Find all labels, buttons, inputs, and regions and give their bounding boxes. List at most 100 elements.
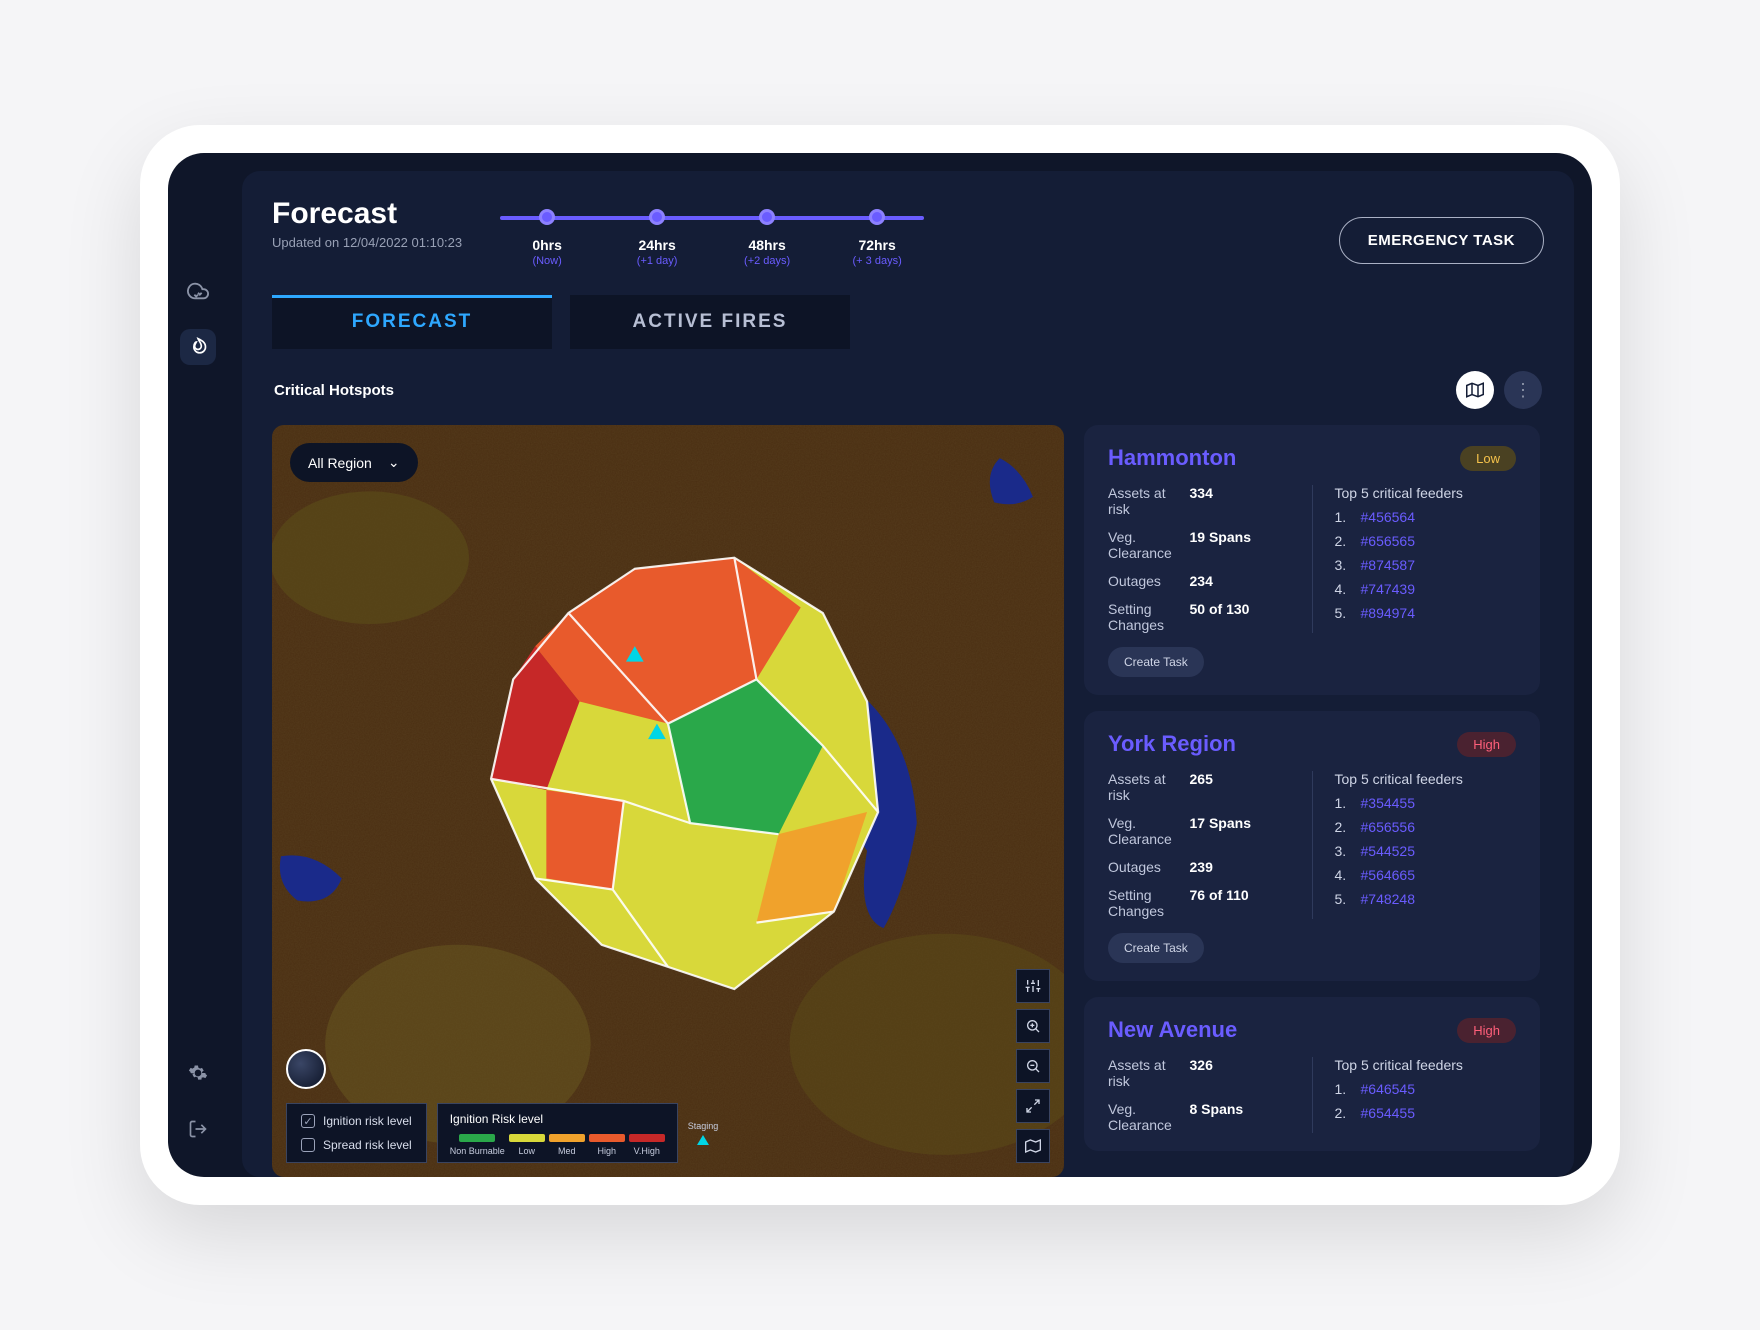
nav-settings[interactable] [180, 1055, 216, 1091]
staging-legend: Staging [688, 1121, 719, 1145]
stat-label: Assets at risk [1108, 485, 1190, 517]
timeline-step-0[interactable]: 0hrs (Now) [492, 209, 602, 267]
feeder-item: #354455 [1335, 795, 1517, 811]
stat-value: 19 Spans [1190, 529, 1290, 561]
map-layers-icon [1025, 1138, 1041, 1154]
updated-text: Updated on 12/04/2022 01:10:23 [272, 235, 462, 250]
feeder-link[interactable]: #747439 [1361, 581, 1416, 597]
nav-rail [168, 153, 228, 1177]
region-card: Hammonton Low Assets at risk 334 Veg. Cl… [1084, 425, 1540, 695]
feeder-item: #544525 [1335, 843, 1517, 859]
map-sliders-button[interactable] [1016, 969, 1050, 1003]
stats-column: Assets at risk 326 Veg. Clearance 8 Span… [1108, 1057, 1290, 1133]
ignition-risk-toggle[interactable]: Ignition risk level [301, 1114, 412, 1128]
stat-row: Outages 234 [1108, 573, 1290, 589]
chevron-down-icon: ⌄ [388, 454, 400, 471]
tab-forecast[interactable]: FORECAST [272, 295, 552, 349]
feeder-link[interactable]: #354455 [1361, 795, 1416, 811]
region-cards[interactable]: Hammonton Low Assets at risk 334 Veg. Cl… [1084, 425, 1544, 1177]
create-task-button[interactable]: Create Task [1108, 933, 1204, 963]
spread-risk-toggle[interactable]: Spread risk level [301, 1138, 412, 1152]
feeder-link[interactable]: #456564 [1361, 509, 1416, 525]
divider [1312, 485, 1313, 633]
stat-label: Outages [1108, 573, 1190, 589]
feeders-title: Top 5 critical feeders [1335, 1057, 1517, 1073]
feeder-item: #456564 [1335, 509, 1517, 525]
zoom-in-icon [1025, 1018, 1041, 1034]
flame-icon [188, 337, 208, 357]
feeder-link[interactable]: #656556 [1361, 819, 1416, 835]
risk-scale-legend: Ignition Risk level Non BurnableLowMedHi… [437, 1103, 678, 1163]
region-card: York Region High Assets at risk 265 Veg.… [1084, 711, 1540, 981]
feeder-link[interactable]: #656565 [1361, 533, 1416, 549]
feeder-link[interactable]: #748248 [1361, 891, 1416, 907]
checkbox-on-icon [301, 1114, 315, 1128]
risk-badge: High [1457, 732, 1516, 757]
map-expand-button[interactable] [1016, 1089, 1050, 1123]
map-layers-button[interactable] [1016, 1129, 1050, 1163]
risk-badge: Low [1460, 446, 1516, 471]
nav-logout[interactable] [180, 1111, 216, 1147]
region-name: New Avenue [1108, 1017, 1237, 1043]
feeder-item: #656565 [1335, 533, 1517, 549]
app-shell: Forecast Updated on 12/04/2022 01:10:23 … [228, 153, 1592, 1177]
emergency-task-button[interactable]: EMERGENCY TASK [1339, 217, 1544, 264]
feeder-item: #747439 [1335, 581, 1517, 597]
timeline-step-1[interactable]: 24hrs (+1 day) [602, 209, 712, 267]
feeders-title: Top 5 critical feeders [1335, 485, 1517, 501]
cloud-icon [187, 280, 209, 302]
device-frame: Forecast Updated on 12/04/2022 01:10:23 … [140, 125, 1620, 1205]
map-zoom-in-button[interactable] [1016, 1009, 1050, 1043]
forecast-timeline: 0hrs (Now) 24hrs (+1 day) 48hrs (+2 days… [492, 209, 932, 267]
feeder-link[interactable]: #654455 [1361, 1105, 1416, 1121]
nav-cloud[interactable] [180, 273, 216, 309]
stat-label: Setting Changes [1108, 887, 1190, 919]
stat-value: 239 [1190, 859, 1290, 875]
region-select[interactable]: All Region ⌄ [290, 443, 418, 482]
globe-button[interactable] [286, 1049, 326, 1089]
content-row: All Region ⌄ Ignition risk level [272, 425, 1544, 1177]
region-name: York Region [1108, 731, 1236, 757]
feeders-column: Top 5 critical feeders #646545 #654455 [1335, 1057, 1517, 1133]
risk-toggle-panel: Ignition risk level Spread risk level [286, 1103, 427, 1163]
feeder-link[interactable]: #564665 [1361, 867, 1416, 883]
logout-icon [188, 1119, 208, 1139]
feeder-link[interactable]: #646545 [1361, 1081, 1416, 1097]
stat-row: Setting Changes 76 of 110 [1108, 887, 1290, 919]
stat-value: 17 Spans [1190, 815, 1290, 847]
create-task-button[interactable]: Create Task [1108, 647, 1204, 677]
stat-row: Assets at risk 326 [1108, 1057, 1290, 1089]
stat-label: Veg. Clearance [1108, 815, 1190, 847]
legend-container: Ignition risk level Spread risk level Ig… [286, 1103, 718, 1163]
stats-column: Assets at risk 334 Veg. Clearance 19 Spa… [1108, 485, 1290, 633]
stat-label: Setting Changes [1108, 601, 1190, 633]
timeline-step-2[interactable]: 48hrs (+2 days) [712, 209, 822, 267]
feeder-link[interactable]: #544525 [1361, 843, 1416, 859]
map-toggle-button[interactable] [1456, 371, 1494, 409]
stat-label: Assets at risk [1108, 1057, 1190, 1089]
timeline-step-3[interactable]: 72hrs (+ 3 days) [822, 209, 932, 267]
header-row: Forecast Updated on 12/04/2022 01:10:23 … [272, 197, 1544, 267]
map-icon [1466, 381, 1484, 399]
main-panel: Forecast Updated on 12/04/2022 01:10:23 … [242, 171, 1574, 1177]
tabs: FORECAST ACTIVE FIRES [272, 295, 1544, 349]
gear-icon [188, 1063, 208, 1083]
feeder-link[interactable]: #874587 [1361, 557, 1416, 573]
feeder-item: #654455 [1335, 1105, 1517, 1121]
triangle-icon [697, 1135, 709, 1145]
feeder-link[interactable]: #894974 [1361, 605, 1416, 621]
stat-row: Veg. Clearance 17 Spans [1108, 815, 1290, 847]
nav-fire[interactable] [180, 329, 216, 365]
stat-value: 265 [1190, 771, 1290, 803]
legend-cell: High [589, 1134, 625, 1156]
tab-active-fires[interactable]: ACTIVE FIRES [570, 295, 850, 349]
map-area[interactable]: All Region ⌄ Ignition risk level [272, 425, 1064, 1177]
more-options-button[interactable]: ⋮ [1504, 371, 1542, 409]
stat-row: Assets at risk 334 [1108, 485, 1290, 517]
feeders-title: Top 5 critical feeders [1335, 771, 1517, 787]
stat-value: 326 [1190, 1057, 1290, 1089]
title-block: Forecast Updated on 12/04/2022 01:10:23 [272, 197, 462, 250]
map-zoom-out-button[interactable] [1016, 1049, 1050, 1083]
region-card: New Avenue High Assets at risk 326 Veg. … [1084, 997, 1540, 1151]
stat-label: Veg. Clearance [1108, 529, 1190, 561]
